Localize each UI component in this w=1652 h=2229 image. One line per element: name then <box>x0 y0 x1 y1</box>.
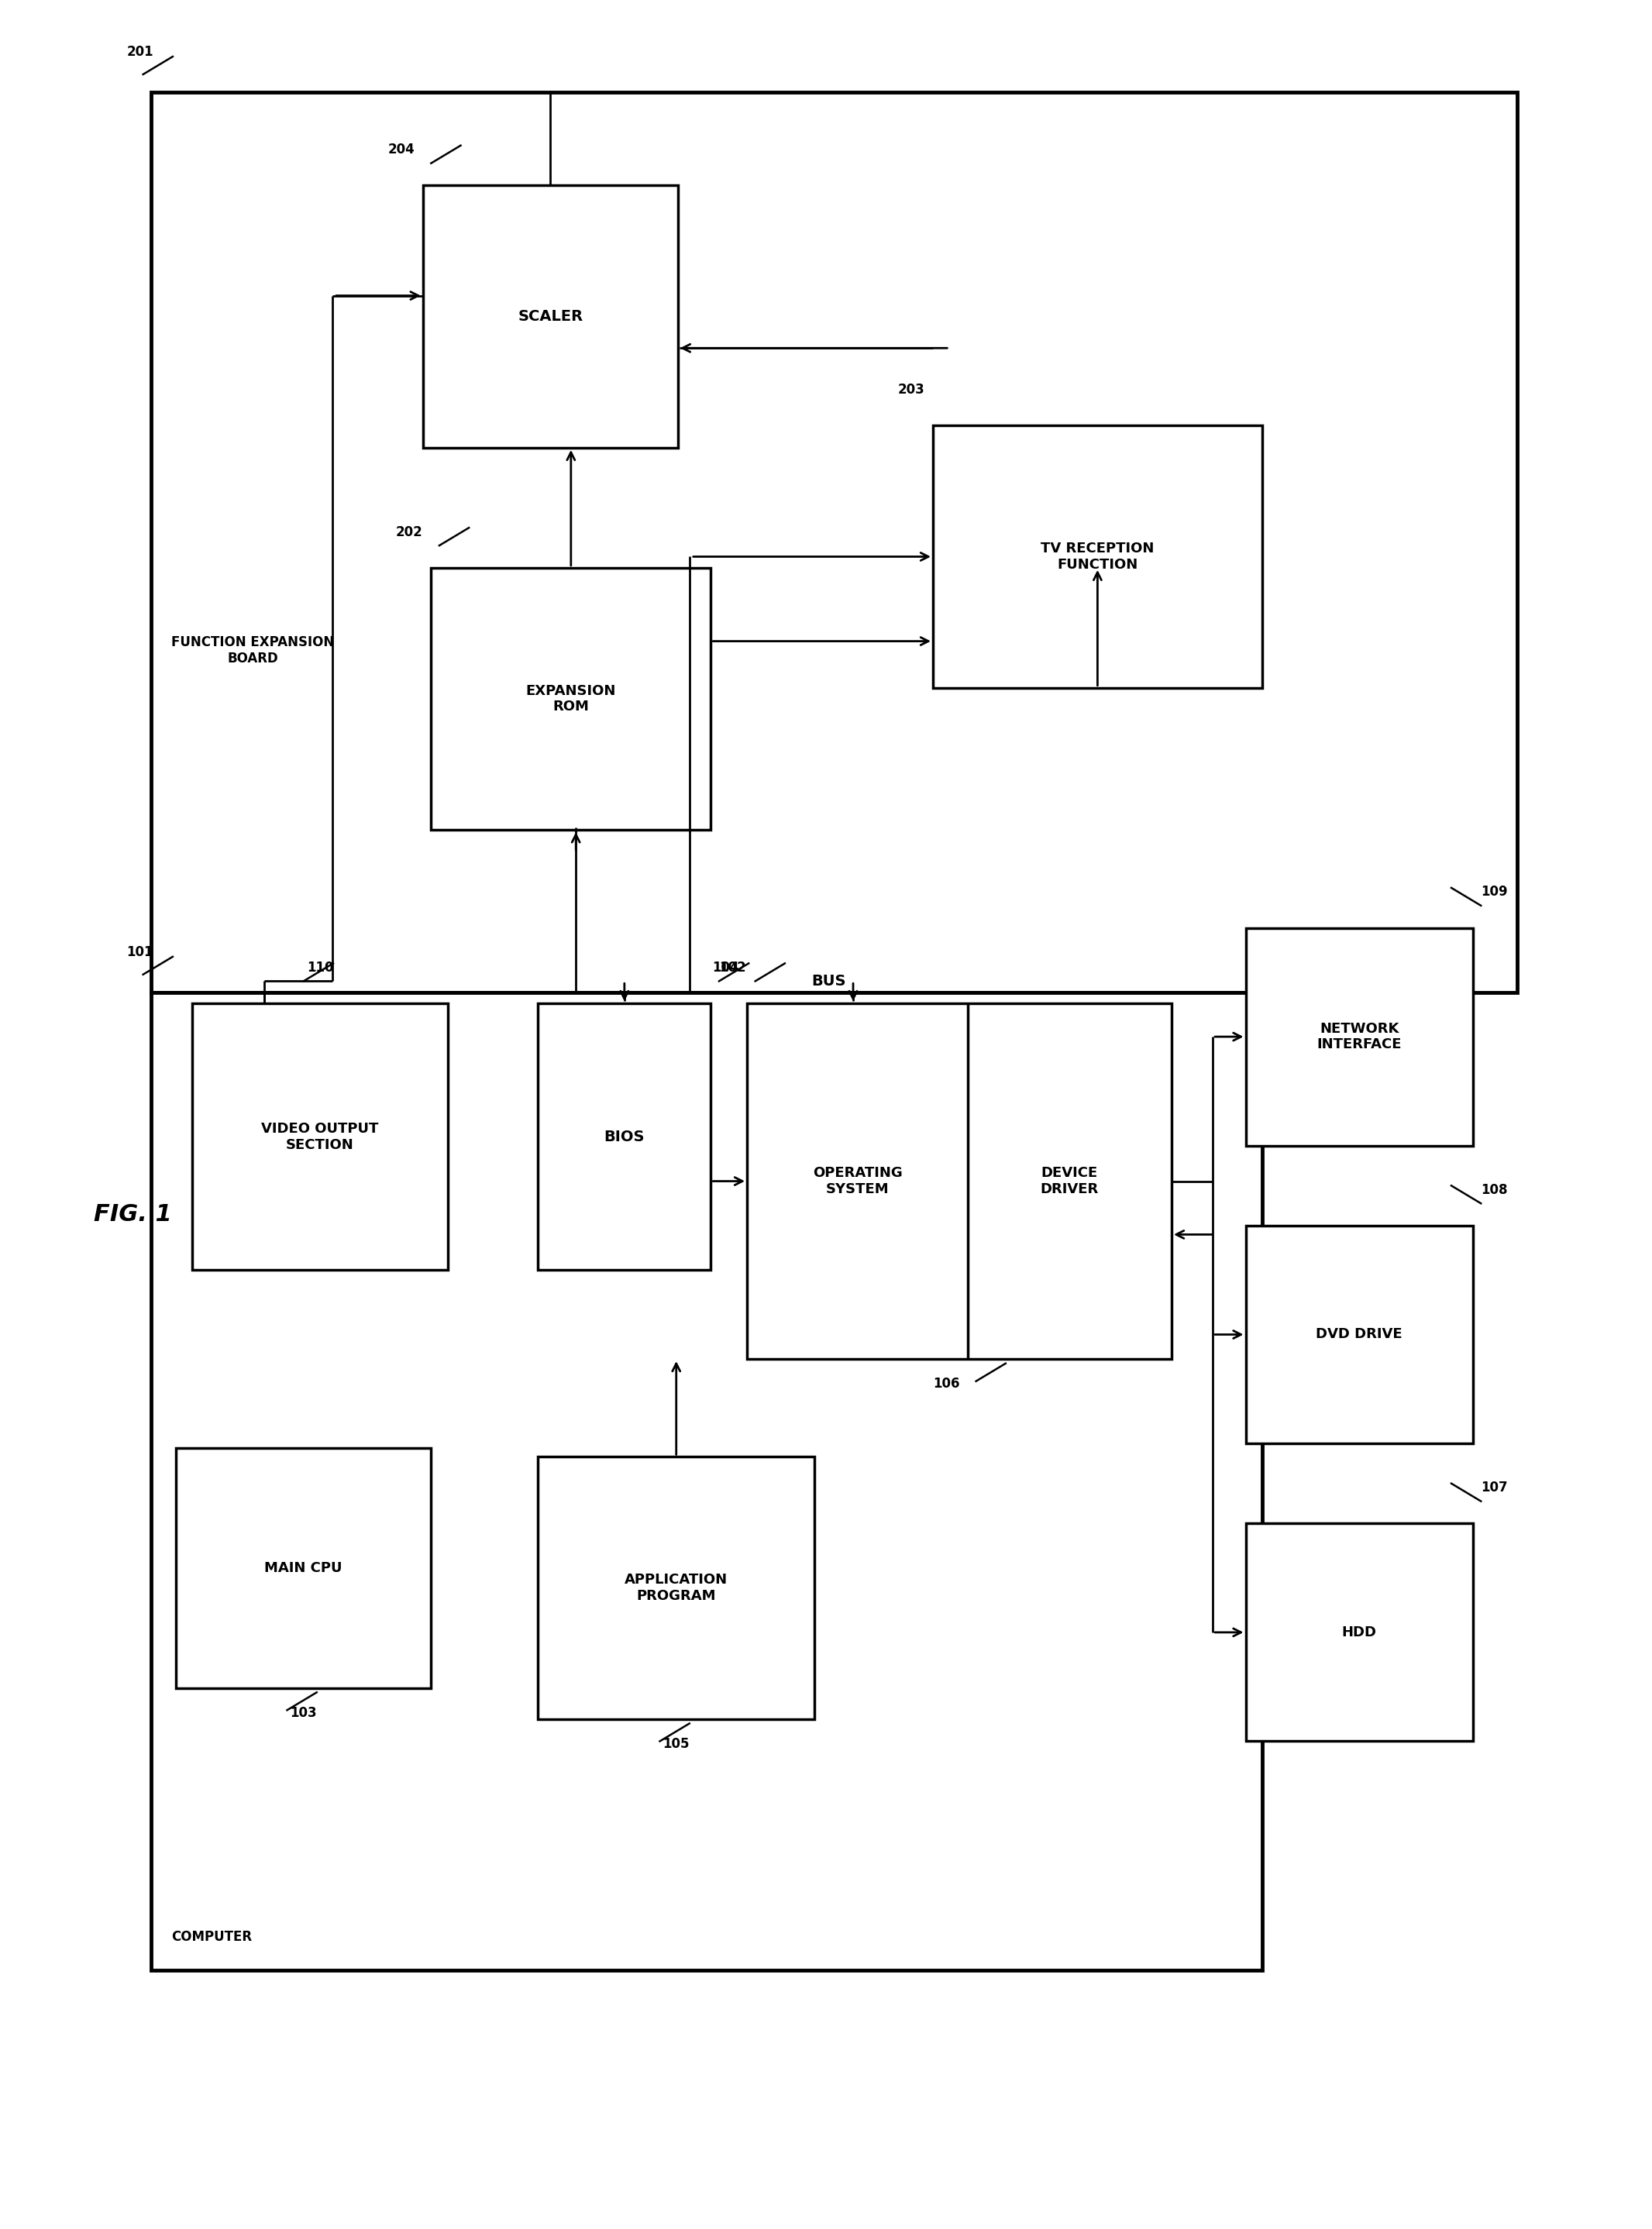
Text: DVD DRIVE: DVD DRIVE <box>1317 1328 1403 1342</box>
Bar <box>1246 1522 1472 1741</box>
Text: 204: 204 <box>388 143 415 156</box>
Text: BIOS: BIOS <box>605 1130 644 1143</box>
Text: TV RECEPTION
FUNCTION: TV RECEPTION FUNCTION <box>1041 542 1155 571</box>
Text: 101: 101 <box>127 945 154 958</box>
Bar <box>152 992 1262 1970</box>
Text: 203: 203 <box>897 383 925 397</box>
Text: EXPANSION
ROM: EXPANSION ROM <box>525 684 616 713</box>
Text: APPLICATION
PROGRAM: APPLICATION PROGRAM <box>624 1574 729 1603</box>
Bar <box>152 91 1517 992</box>
Text: HDD: HDD <box>1341 1625 1376 1638</box>
Text: 106: 106 <box>933 1378 960 1391</box>
Text: NETWORK
INTERFACE: NETWORK INTERFACE <box>1317 1021 1401 1052</box>
Bar <box>431 568 710 829</box>
Bar <box>193 1003 448 1271</box>
Text: 102: 102 <box>719 961 745 974</box>
Text: SCALER: SCALER <box>517 310 583 323</box>
Bar <box>539 1003 710 1271</box>
Bar <box>423 185 677 448</box>
Text: 105: 105 <box>662 1736 689 1750</box>
Text: 108: 108 <box>1480 1184 1508 1197</box>
Text: 104: 104 <box>712 961 738 974</box>
Text: DEVICE
DRIVER: DEVICE DRIVER <box>1041 1166 1099 1197</box>
Text: 107: 107 <box>1480 1480 1508 1496</box>
Bar <box>177 1449 431 1687</box>
Text: COMPUTER: COMPUTER <box>172 1930 251 1944</box>
Text: 110: 110 <box>307 961 334 974</box>
Text: BUS: BUS <box>811 974 846 987</box>
Text: VIDEO OUTPUT
SECTION: VIDEO OUTPUT SECTION <box>261 1121 378 1152</box>
Bar <box>933 426 1262 689</box>
Text: 103: 103 <box>291 1705 317 1719</box>
Text: 109: 109 <box>1480 885 1508 898</box>
Text: 201: 201 <box>127 45 154 58</box>
Bar <box>747 1003 1171 1360</box>
Text: 202: 202 <box>396 524 423 539</box>
Text: MAIN CPU: MAIN CPU <box>264 1560 342 1576</box>
Bar <box>1246 927 1472 1146</box>
Text: OPERATING
SYSTEM: OPERATING SYSTEM <box>813 1166 902 1197</box>
Bar <box>539 1458 814 1719</box>
Bar <box>1246 1226 1472 1444</box>
Text: FIG. 1: FIG. 1 <box>94 1204 172 1226</box>
Text: FUNCTION EXPANSION
BOARD: FUNCTION EXPANSION BOARD <box>172 635 334 664</box>
